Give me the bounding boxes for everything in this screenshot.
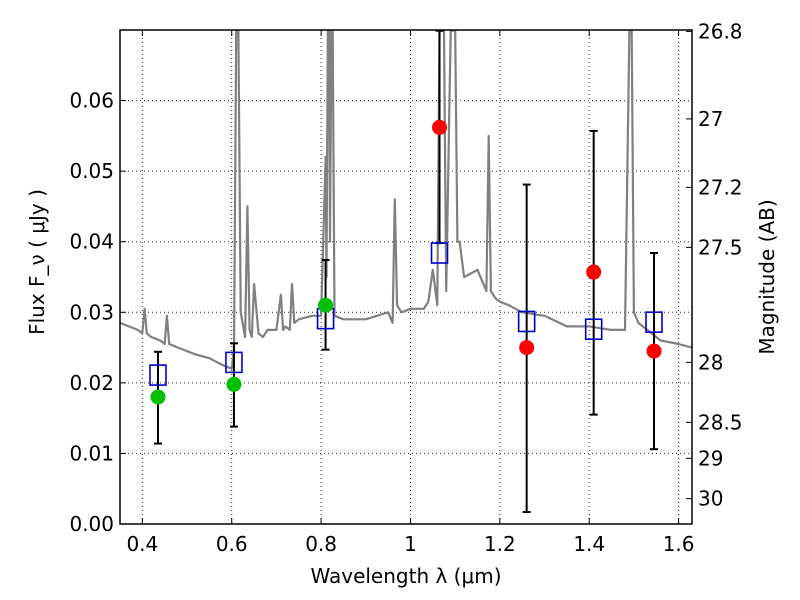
y-tick-label: 0.04 [69,230,114,254]
photometry-point [646,343,662,359]
photometry-point [150,389,166,405]
y2-tick-label: 27.5 [698,235,743,259]
y2-tick-label: 26.8 [698,19,743,43]
x-tick-label: 1.6 [663,532,695,556]
y-axis-title: Flux F_ν ( μJy ) [25,189,49,335]
axis-ticks: 0.4 0.6 0.8 1 1.2 1.4 1.6 0.00 0.01 0.02 0.03 0.04 0… [69,19,742,556]
data-markers [149,119,663,405]
y-tick-label: 0.06 [69,89,114,113]
spectrum-line [120,30,692,370]
y-tick-label: 0.02 [69,371,114,395]
x-tick-label: 0.6 [216,532,248,556]
photometry-point [519,340,535,356]
y2-tick-label: 27.2 [698,175,743,199]
plot-background [120,30,692,524]
y2-tick-label: 29 [698,446,723,470]
x-tick-label: 1.2 [484,532,516,556]
plot-frame [119,29,693,525]
y2-tick-label: 28.5 [698,410,743,434]
y-tick-label: 0.01 [69,441,114,465]
model-photometry-square [225,351,243,374]
x-tick-label: 1.4 [573,532,605,556]
x-tick-label: 0.4 [126,532,158,556]
photometry-point [586,264,602,280]
x-axis-title: Wavelength λ (μm) [310,564,501,588]
model-photometry-square [149,364,167,386]
photometry-point [318,297,334,313]
photometry-point [226,376,242,392]
model-photometry-square [430,242,449,264]
model-photometry-square [517,310,536,333]
y2-tick-label: 27 [698,107,723,131]
y2-tick-label: 30 [698,487,723,511]
model-photometry-square [584,318,603,341]
y-tick-label: 0.03 [69,300,114,324]
spectrum-layer [120,30,692,370]
x-tick-label: 0.8 [305,532,337,556]
y-tick-label: 0.00 [69,512,114,536]
model-photometry-square [645,311,663,333]
x-tick-label: 1 [404,532,417,556]
y2-axis-title: Magnitude (AB) [755,199,779,354]
y-tick-label: 0.05 [69,159,114,183]
y2-tick-label: 28 [698,350,723,374]
photometry-point [432,119,448,135]
